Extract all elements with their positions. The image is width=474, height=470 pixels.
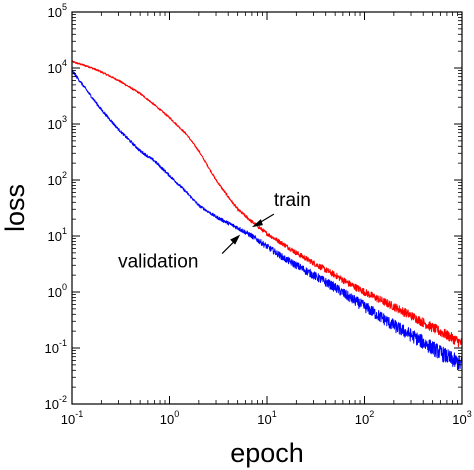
annotation-arrowhead-validation (230, 234, 241, 245)
series-layer (71, 60, 463, 371)
x-tick-label: 103 (452, 409, 471, 427)
y-tick-label: 103 (48, 114, 67, 132)
y-tick-label: 105 (48, 2, 67, 20)
x-tick-label: 101 (257, 409, 276, 427)
y-tick-label: 102 (48, 170, 67, 188)
y-tick-label: 10-1 (45, 338, 67, 356)
annotation-train: train (274, 190, 311, 211)
x-tick-label: 10-1 (61, 409, 83, 427)
series-line-train (71, 60, 463, 348)
x-tick-label: 100 (160, 409, 179, 427)
y-tick-label: 10-2 (45, 394, 67, 412)
annotation-arrowhead-train (251, 219, 263, 228)
annotation-validation: validation (118, 252, 198, 273)
annotation-layer: train validation (118, 190, 311, 272)
y-axis-title: loss (0, 184, 30, 232)
y-tick-label: 101 (48, 226, 67, 244)
tick-layer: 10-1 100 101 102 10310-210-11001011021031041… (45, 2, 472, 427)
y-tick-label: 104 (48, 58, 67, 76)
series-line-validation (71, 69, 463, 371)
x-axis-title: epoch (230, 438, 304, 468)
x-tick-label: 102 (355, 409, 374, 427)
y-tick-label: 100 (48, 282, 67, 300)
plot-frame (71, 11, 463, 405)
